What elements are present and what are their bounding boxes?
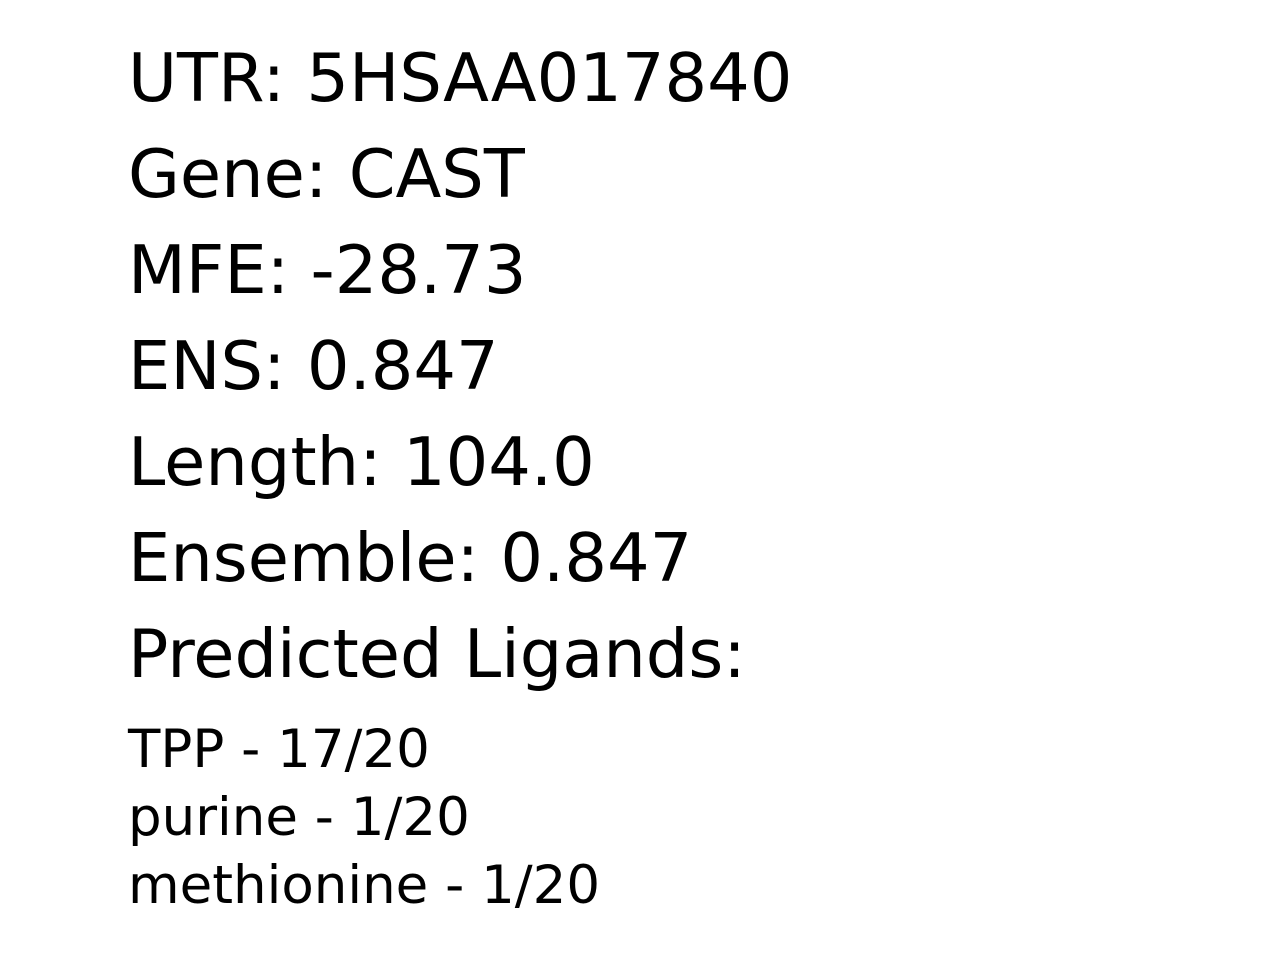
record-info: UTR: 5HSAA017840 Gene: CAST MFE: -28.73 … (128, 30, 792, 702)
ensemble-value: Ensemble: 0.847 (128, 519, 693, 597)
ens-value: ENS: 0.847 (128, 327, 499, 405)
ligands-heading: Predicted Ligands: (128, 615, 746, 693)
length-value: Length: 104.0 (128, 423, 595, 501)
ligand-item: TPP - 17/20 (128, 719, 430, 780)
ligand-item: purine - 1/20 (128, 787, 470, 848)
mfe-value: MFE: -28.73 (128, 231, 527, 309)
ligand-list: TPP - 17/20 purine - 1/20 methionine - 1… (128, 716, 600, 920)
gene-name: Gene: CAST (128, 135, 525, 213)
utr-id: UTR: 5HSAA017840 (128, 39, 793, 117)
ligand-item: methionine - 1/20 (128, 855, 601, 916)
